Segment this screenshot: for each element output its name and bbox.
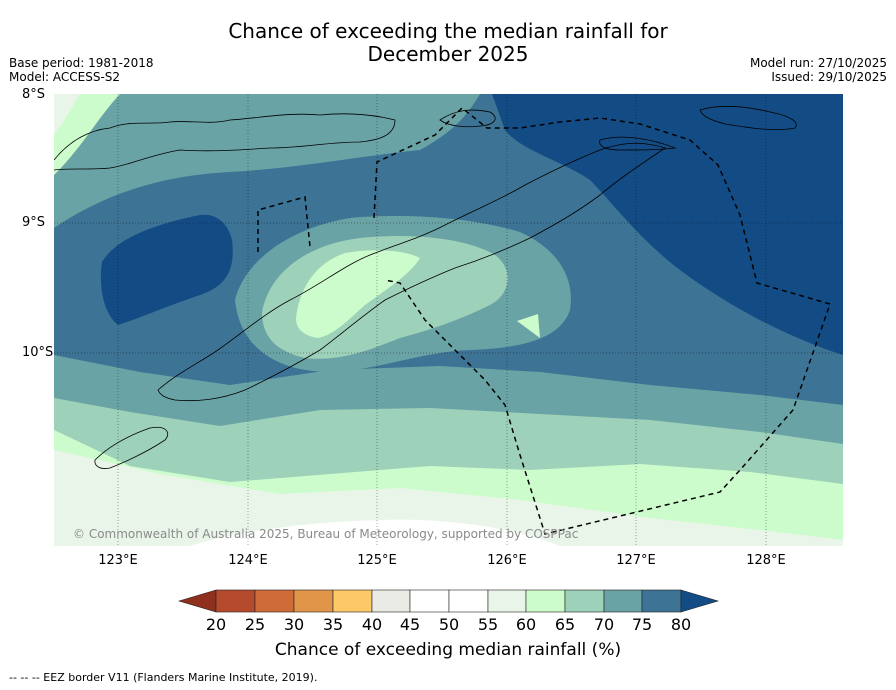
colorbar-tick-55: 55 (477, 615, 499, 634)
graticule (54, 94, 843, 546)
colorbar-tick-40: 40 (361, 615, 383, 634)
contour-map (54, 94, 843, 546)
coastlines (54, 105, 797, 469)
run-info: Model run: 27/10/2025 Issued: 29/10/2025 (750, 56, 887, 84)
band-60-65-interior (296, 250, 420, 338)
colorbar-tick-60: 60 (515, 615, 537, 634)
lon-label-126e: 126°E (487, 553, 527, 568)
colorbar-tick-20: 20 (205, 615, 227, 634)
colorbar-tick-75: 75 (631, 615, 653, 634)
colorbar-tick-25: 25 (244, 615, 266, 634)
colorbar-cell-20-25 (215, 589, 256, 613)
colorbar-cell-55-60 (487, 589, 527, 613)
timor-coast (157, 142, 666, 402)
colorbar-cell-30-35 (293, 589, 334, 613)
lat-label-9s: 9°S (22, 215, 46, 230)
colorbar-extend-low (177, 589, 217, 613)
colorbar-cell-75-80 (641, 589, 682, 613)
colorbar-cell-45-50 (409, 589, 450, 613)
band-45-50-south (190, 519, 560, 546)
lon-label-127e: 127°E (616, 553, 656, 568)
flores-coast (54, 113, 396, 171)
colorbar (177, 589, 720, 613)
colorbar-cell-35-40 (332, 589, 373, 613)
colorbar-cell-60-65 (525, 589, 566, 613)
lon-label-124e: 124°E (228, 553, 268, 568)
alor-coast (599, 136, 677, 151)
colorbar-label: Chance of exceeding median rainfall (%) (274, 640, 622, 660)
title-line-2: December 2025 (367, 42, 529, 66)
eez-border (257, 106, 831, 535)
lon-label-125e: 125°E (357, 553, 397, 568)
band-60-65-small (517, 314, 540, 338)
lon-label-128e: 128°E (746, 553, 786, 568)
band-80-plus-west (100, 214, 233, 325)
rote-coast (94, 426, 169, 469)
lon-label-123e: 123°E (98, 553, 138, 568)
colorbar-tick-70: 70 (593, 615, 615, 634)
colorbar-tick-35: 35 (322, 615, 344, 634)
colorbar-cell-40-45 (371, 589, 411, 613)
colorbar-cell-50-55 (448, 589, 489, 613)
base-period: Base period: 1981-2018 (9, 56, 154, 70)
copyright-notice: © Commonwealth of Australia 2025, Bureau… (73, 527, 579, 541)
base-info: Base period: 1981-2018 Model: ACCESS-S2 (9, 56, 154, 84)
band-55-60-northwest (54, 94, 80, 135)
colorbar-cell-70-75 (603, 589, 643, 613)
colorbar-tick-80: 80 (670, 615, 692, 634)
colorbar-tick-30: 30 (283, 615, 305, 634)
colorbar-cell-25-30 (254, 589, 295, 613)
eez-footnote: -- -- -- EEZ border V11 (Flanders Marine… (9, 671, 318, 684)
east-islands-coast (699, 105, 797, 131)
lat-label-8s: 8°S (22, 87, 46, 102)
colorbar-tick-50: 50 (438, 615, 460, 634)
map-title: Chance of exceeding the median rainfall … (0, 20, 896, 66)
model-name: Model: ACCESS-S2 (9, 70, 121, 84)
issued-date: Issued: 29/10/2025 (771, 70, 887, 84)
wetar-coast (439, 109, 496, 128)
band-60-65-northwest (54, 94, 120, 175)
colorbar-cell-65-70 (564, 589, 605, 613)
colorbar-tick-65: 65 (554, 615, 576, 634)
model-run: Model run: 27/10/2025 (749, 56, 887, 70)
colorbar-tick-45: 45 (399, 615, 421, 634)
title-line-1: Chance of exceeding the median rainfall … (228, 19, 668, 43)
lat-label-10s: 10°S (22, 345, 54, 360)
colorbar-extend-high (680, 589, 720, 613)
band-80-plus-east (492, 94, 843, 355)
